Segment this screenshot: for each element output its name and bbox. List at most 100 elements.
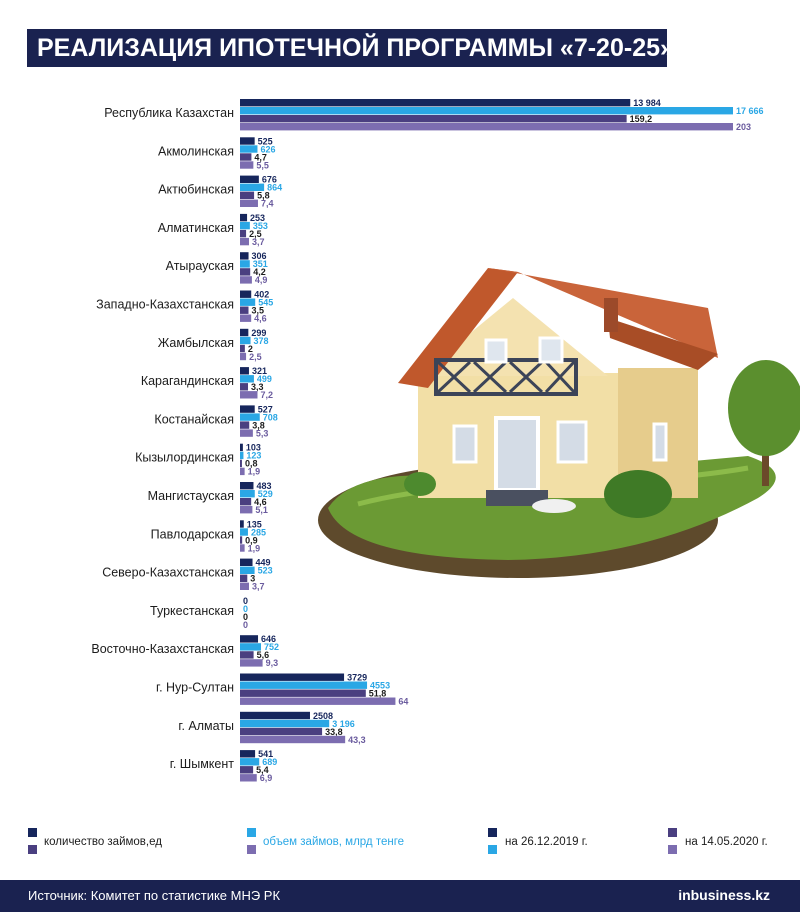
data-label: 378	[254, 336, 269, 346]
data-label: 299	[251, 328, 266, 338]
legend-swatch-date1-count	[488, 828, 497, 837]
bar	[240, 774, 257, 782]
data-label: 4,6	[254, 314, 267, 324]
data-label: 527	[258, 404, 273, 414]
bar	[240, 99, 631, 107]
data-label: 541	[258, 749, 273, 759]
data-label: 3,8	[252, 420, 265, 430]
steps	[486, 490, 548, 506]
legend-swatch-volume-2019	[247, 828, 256, 837]
house-illustration	[318, 268, 800, 578]
data-label: 752	[264, 642, 279, 652]
bar	[240, 673, 345, 681]
data-label: 0,9	[245, 535, 258, 545]
bar	[240, 506, 253, 514]
data-label: 626	[260, 144, 275, 154]
data-label: 545	[258, 298, 273, 308]
bush	[604, 470, 672, 518]
data-label: 1,9	[248, 467, 261, 477]
region-label: г. Алматы	[178, 719, 234, 733]
window	[538, 336, 564, 364]
data-label: 525	[258, 136, 273, 146]
data-label: 353	[253, 221, 268, 231]
bar	[240, 766, 254, 774]
window	[652, 422, 668, 462]
data-label: 3729	[347, 673, 367, 683]
roof-left	[398, 268, 518, 388]
bar	[240, 405, 255, 413]
region-label: Восточно-Казахстанская	[91, 642, 234, 656]
page-title: РЕАЛИЗАЦИЯ ИПОТЕЧНОЙ ПРОГРАММЫ «7-20-25»	[27, 29, 674, 67]
data-label: 351	[253, 259, 268, 269]
legend-swatch-count-2019	[28, 828, 37, 837]
legend-count-label: количество займов,ед	[44, 836, 162, 848]
bar	[240, 750, 256, 758]
data-label: 33,8	[325, 727, 343, 737]
data-label: 7,2	[260, 390, 273, 400]
data-label: 4,6	[254, 497, 267, 507]
chimney	[604, 298, 618, 332]
window	[484, 338, 508, 364]
source-text: Источник: Комитет по статистике МНЭ РК	[28, 888, 281, 903]
bar	[240, 391, 258, 399]
data-label: 864	[267, 183, 282, 193]
legend-swatch-date2-volume	[668, 845, 677, 854]
data-label: 321	[252, 366, 267, 376]
data-label: 253	[250, 213, 265, 223]
data-label: 708	[263, 412, 278, 422]
region-label: Акмолинская	[158, 144, 234, 158]
bar	[240, 711, 310, 720]
data-label: 9,3	[266, 658, 279, 668]
bar	[240, 421, 250, 429]
roof-right	[488, 268, 718, 358]
data-label: 123	[246, 451, 261, 461]
bar	[240, 643, 261, 651]
data-label: 523	[258, 566, 273, 576]
bar	[240, 459, 242, 468]
bar	[240, 161, 254, 169]
legend-item-date1: на 26.12.2019 г.	[488, 826, 638, 862]
data-label: 449	[256, 558, 271, 568]
bar	[240, 544, 245, 552]
legend-swatch-volume-2020	[247, 845, 256, 854]
legend-item-date2: на 14.05.2020 г.	[668, 826, 788, 862]
region-label: Алматинская	[158, 221, 234, 235]
data-label: 0	[243, 612, 248, 622]
legend-item-count: количество займов,ед	[28, 826, 228, 862]
data-label: 17 666	[736, 106, 764, 116]
bar	[240, 498, 252, 506]
bar	[240, 153, 252, 161]
region-label: г. Шымкент	[170, 757, 234, 771]
bar	[240, 451, 244, 460]
data-label: 6,9	[260, 773, 273, 783]
bar	[240, 107, 733, 115]
bar	[240, 199, 258, 207]
data-label: 3	[250, 574, 255, 584]
data-label: 13 984	[633, 98, 661, 108]
data-label: 135	[247, 519, 262, 529]
bar	[240, 735, 346, 744]
bar	[240, 183, 265, 191]
region-label: Кызылординская	[135, 451, 234, 465]
bar	[240, 689, 366, 697]
data-label: 2	[248, 344, 253, 354]
legend: количество займов,ед объем займов, млрд …	[0, 826, 800, 862]
legend-swatch-count-2020	[28, 845, 37, 854]
bar	[240, 191, 255, 199]
legend-date2-label: на 14.05.2020 г.	[685, 836, 768, 848]
data-label: 5,8	[257, 191, 270, 201]
bar	[240, 336, 251, 345]
bar	[240, 344, 245, 353]
bar	[240, 290, 252, 298]
bar	[240, 467, 245, 476]
roof-side	[608, 318, 718, 370]
bar	[240, 268, 251, 276]
bar	[240, 314, 252, 322]
bar	[240, 582, 249, 590]
data-label: 2,5	[249, 352, 262, 362]
data-label: 5,1	[255, 505, 268, 515]
region-label: Жамбылская	[158, 336, 234, 350]
bar	[240, 252, 249, 260]
region-label: г. Нур-Султан	[156, 681, 234, 695]
data-label: 1,9	[248, 543, 261, 553]
